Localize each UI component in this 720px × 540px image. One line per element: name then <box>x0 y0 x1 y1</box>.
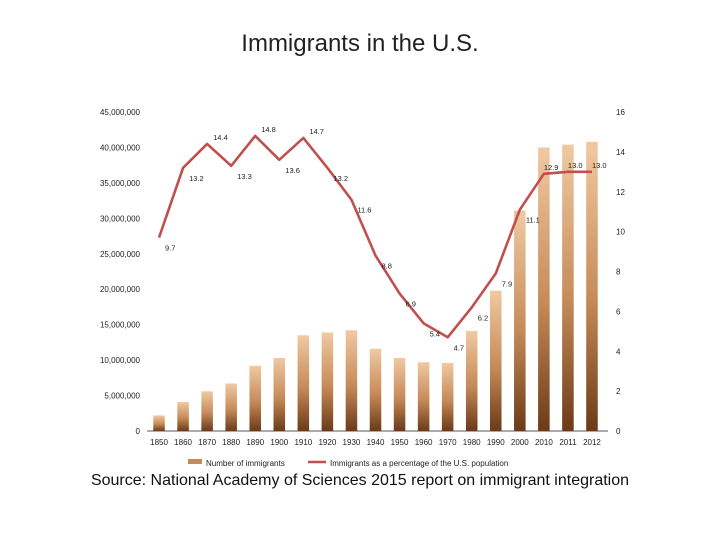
y2-tick-label: 0 <box>616 427 621 436</box>
percentage-line <box>157 134 592 339</box>
y-tick-label: 40,000,000 <box>100 143 141 152</box>
y-tick-label: 10,000,000 <box>100 356 141 365</box>
x-tick-label: 1950 <box>391 438 409 447</box>
y-tick-label: 35,000,000 <box>100 179 141 188</box>
y-tick-label: 45,000,000 <box>100 108 141 117</box>
data-label: 11.1 <box>526 216 540 225</box>
data-label: 13.6 <box>285 166 300 175</box>
line-series: 9.7 13.2 14.4 13.3 14.8 13.6 14.7 13.2 11.6 8.8 6.… <box>157 125 607 352</box>
bar <box>153 415 165 431</box>
x-tick-label: 1970 <box>439 438 457 447</box>
x-tick-label: 1940 <box>367 438 385 447</box>
bar <box>177 401 189 431</box>
y2-tick-label: 6 <box>616 307 621 316</box>
data-label: 12.9 <box>544 163 559 172</box>
bar <box>562 144 574 431</box>
immigrants-chart: 0 5,000,000 10,000,000 15,000,000 20,000,000… <box>100 108 625 468</box>
data-label: 4.7 <box>454 343 464 352</box>
chart-title: Immigrants in the U.S. <box>241 30 479 57</box>
legend-label-line: Immigrants as a percentage of the U.S. p… <box>330 459 508 468</box>
x-tick-label: 2011 <box>559 438 577 447</box>
data-label: 13.0 <box>592 161 607 170</box>
x-tick-label: 1870 <box>198 438 216 447</box>
bar <box>225 383 237 431</box>
x-tick-label: 1910 <box>294 438 312 447</box>
bar <box>345 330 358 431</box>
x-tick-label: 2012 <box>583 438 601 447</box>
legend-label-bars: Number of immigrants <box>206 459 285 468</box>
x-tick-label: 2010 <box>535 438 553 447</box>
x-tick-label: 1930 <box>343 438 361 447</box>
x-tick-label: 1920 <box>318 438 336 447</box>
y-tick-label: 20,000,000 <box>100 285 141 294</box>
x-tick-label: 1900 <box>270 438 288 447</box>
data-label: 6.2 <box>478 313 488 322</box>
bar <box>321 332 334 431</box>
data-label: 13.3 <box>237 172 252 181</box>
x-tick-label: 1880 <box>222 438 240 447</box>
y2-tick-label: 2 <box>616 387 621 396</box>
bar <box>489 290 502 431</box>
legend-swatch-bars <box>188 459 202 464</box>
bar <box>369 348 382 431</box>
bar <box>586 141 598 432</box>
data-label: 9.7 <box>165 244 175 253</box>
data-label: 6.9 <box>406 299 416 308</box>
y-tick-label: 15,000,000 <box>100 321 141 330</box>
x-tick-label: 2000 <box>511 438 529 447</box>
data-label: 11.6 <box>357 206 371 215</box>
bar <box>393 357 406 431</box>
bar <box>538 147 550 431</box>
bar <box>417 362 430 431</box>
y2-tick-label: 8 <box>616 268 621 277</box>
x-tick-label: 1990 <box>487 438 505 447</box>
chart-legend: Number of immigrants Immigrants as a perc… <box>188 459 508 468</box>
bar <box>465 331 478 431</box>
bar <box>273 357 286 431</box>
x-tick-label: 1850 <box>150 438 168 447</box>
bar <box>514 210 526 431</box>
y-tick-label: 30,000,000 <box>100 214 141 223</box>
data-label: 13.2 <box>333 174 348 183</box>
y-tick-label: 5,000,000 <box>104 392 140 401</box>
y2-tick-label: 4 <box>616 347 621 356</box>
x-tick-label: 1960 <box>415 438 433 447</box>
data-label: 13.0 <box>568 161 583 170</box>
bar <box>297 335 310 431</box>
y2-tick-label: 14 <box>616 148 625 157</box>
data-label: 14.4 <box>213 133 228 142</box>
bar-series <box>153 141 598 432</box>
bar <box>201 391 213 431</box>
data-label: 14.8 <box>261 125 276 134</box>
y2-tick-label: 10 <box>616 228 625 237</box>
y2-tick-label: 16 <box>616 108 625 117</box>
data-label: 7.9 <box>502 279 512 288</box>
source-note: Source: National Academy of Sciences 201… <box>90 472 630 489</box>
data-label: 14.7 <box>309 127 324 136</box>
y-tick-label: 25,000,000 <box>100 250 141 259</box>
bar <box>441 362 454 431</box>
x-tick-label: 1890 <box>246 438 264 447</box>
y-tick-label: 0 <box>136 427 141 436</box>
data-label: 13.2 <box>189 174 204 183</box>
chart-axes: 0 5,000,000 10,000,000 15,000,000 20,000,000… <box>100 108 625 447</box>
x-tick-label: 1980 <box>463 438 481 447</box>
x-tick-label: 1860 <box>174 438 192 447</box>
y2-tick-label: 12 <box>616 188 625 197</box>
data-label: 5.4 <box>430 329 440 338</box>
data-label: 8.8 <box>382 262 392 271</box>
bar <box>249 365 262 431</box>
